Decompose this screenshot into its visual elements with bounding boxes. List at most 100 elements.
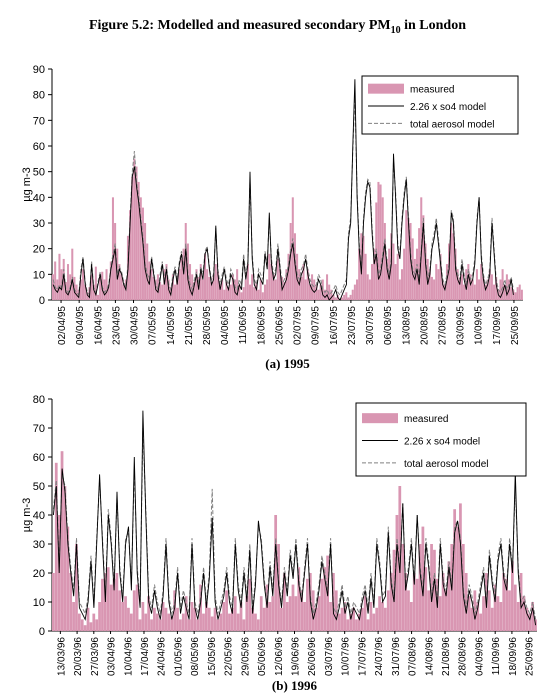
bar-measured — [75, 284, 78, 300]
bar-measured — [230, 607, 234, 631]
bar-measured — [207, 607, 211, 631]
x-tick-label: 21/05/95 — [184, 306, 195, 345]
bar-measured — [278, 269, 281, 300]
bar-measured — [153, 607, 156, 631]
bar-measured — [75, 544, 78, 631]
x-tick-label: 07/05/95 — [148, 306, 159, 345]
bar-measured — [187, 619, 191, 631]
bar-measured — [381, 197, 384, 300]
bar-measured — [77, 613, 81, 631]
bar-measured — [282, 573, 286, 631]
bar-measured — [103, 279, 106, 300]
bar-measured — [259, 596, 263, 631]
bar-measured — [364, 253, 367, 300]
bar-measured — [345, 292, 348, 300]
bar-measured — [60, 269, 63, 300]
bar-measured — [89, 622, 93, 631]
bar-measured — [66, 264, 70, 300]
bar-measured — [83, 625, 87, 631]
bar-measured — [347, 297, 350, 300]
bar-measured — [294, 596, 298, 631]
bar-measured — [499, 279, 502, 300]
bar-measured — [54, 261, 57, 300]
bar-measured — [353, 284, 356, 300]
bar-measured — [141, 602, 145, 631]
bar-measured — [63, 486, 67, 631]
bar-measured — [486, 279, 489, 300]
x-tick-label: 04/09/96 — [474, 637, 485, 676]
bar-measured — [394, 264, 397, 300]
bar-measured — [225, 282, 228, 300]
bar-measured — [508, 590, 511, 631]
bar-measured — [288, 596, 292, 631]
legend-label: measured — [410, 85, 454, 96]
bar-measured — [471, 279, 474, 300]
bar-measured — [392, 243, 395, 300]
bar-measured — [270, 264, 273, 300]
bar-measured — [438, 596, 442, 631]
bar-measured — [383, 223, 386, 300]
bar-measured — [511, 561, 514, 631]
x-tick-label: 22/05/96 — [224, 637, 235, 676]
bar-measured — [146, 243, 149, 300]
bar-measured — [255, 282, 258, 300]
x-tick-label: 25/09/95 — [510, 306, 521, 345]
x-tick-label: 30/07/95 — [365, 306, 376, 345]
bar-measured — [448, 243, 451, 300]
bar-measured — [69, 573, 73, 631]
bar-measured — [291, 584, 295, 631]
bar-measured — [516, 602, 520, 631]
bar-measured — [227, 287, 230, 300]
x-tick-label: 04/06/95 — [220, 306, 231, 345]
bar-measured — [433, 279, 436, 300]
bar-measured — [321, 279, 324, 300]
x-tick-label: 13/03/96 — [56, 637, 67, 676]
bar-measured — [435, 264, 438, 300]
bar-measured — [490, 274, 493, 300]
bar-measured — [141, 207, 144, 300]
bar-measured — [496, 596, 500, 631]
bar-measured — [62, 258, 65, 300]
bar-measured — [84, 284, 87, 300]
x-tick-label: 17/04/96 — [140, 637, 151, 676]
x-tick-label: 28/08/96 — [458, 637, 469, 676]
y-tick-label: 0 — [39, 626, 45, 638]
bar-measured — [510, 287, 513, 300]
bar-measured — [334, 590, 338, 631]
bar-measured — [415, 248, 418, 300]
bar-measured — [261, 292, 264, 300]
y-axis-label: µg m-3 — [21, 167, 33, 201]
x-tick-label: 20/03/96 — [73, 637, 84, 676]
x-tick-label: 16/04/95 — [93, 306, 104, 345]
bar-measured — [503, 284, 506, 300]
bar-measured — [317, 289, 320, 300]
bar-measured — [199, 264, 202, 300]
bar-measured — [225, 590, 228, 631]
bar-measured — [184, 223, 187, 300]
bar-measured — [195, 269, 198, 300]
bar-measured — [473, 284, 476, 300]
bar-measured — [56, 279, 59, 300]
bar-measured — [52, 573, 55, 631]
x-tick-label: 07/08/96 — [408, 637, 419, 676]
bar-measured — [424, 243, 427, 300]
bar-measured — [366, 619, 370, 631]
bar-measured — [222, 602, 226, 631]
x-tick-label: 02/04/95 — [57, 306, 68, 345]
bar-measured — [525, 607, 529, 631]
bar-measured — [274, 515, 278, 631]
bar-measured — [351, 289, 354, 300]
bar-measured — [180, 258, 183, 300]
y-tick-label: 10 — [33, 597, 45, 609]
bar-measured — [287, 253, 290, 300]
x-tick-label: 01/05/96 — [173, 637, 184, 676]
x-tick-label: 27/03/96 — [90, 637, 101, 676]
bar-measured — [424, 567, 428, 631]
legend-label: 2.26 x so4 model — [404, 437, 480, 448]
bar-measured — [360, 607, 364, 631]
y-tick-label: 20 — [33, 244, 45, 256]
bar-measured — [480, 264, 483, 300]
bar-measured — [520, 289, 523, 300]
x-tick-label: 14/05/95 — [166, 306, 177, 345]
bar-measured — [378, 596, 381, 631]
